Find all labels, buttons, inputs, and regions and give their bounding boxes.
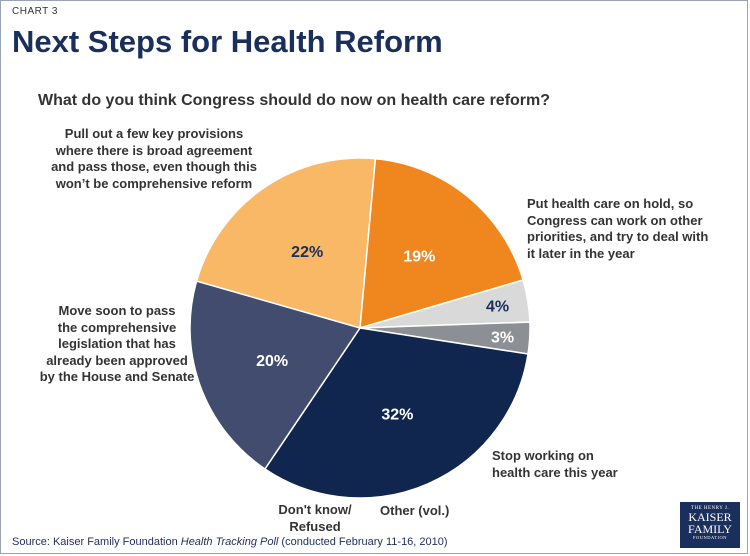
pie-value-move-soon: 32%	[381, 407, 413, 424]
label-other: Other (vol.)	[380, 503, 450, 518]
page-title: Next Steps for Health Reform	[12, 24, 443, 59]
source-note: Source: Kaiser Family Foundation Health …	[12, 536, 448, 548]
label-move-soon: Move soon to pass the comprehensive legis…	[39, 303, 195, 384]
label-stop: Stop working on health care this year	[492, 448, 618, 480]
label-hold: Put health care on hold, so Congress can …	[527, 196, 709, 261]
kff-logo: THE HENRY J. KAISER FAMILY FOUNDATION	[680, 502, 740, 548]
pie-value-other: 4%	[486, 299, 509, 316]
pie-slice-move-soon	[263, 327, 529, 499]
pie-slice-hold	[195, 157, 377, 329]
pie-slice-pull-out	[189, 280, 362, 470]
pie-slice-stop-working	[359, 157, 525, 330]
label-dont-know: Don't know/Refused	[278, 502, 352, 534]
chart-question: What do you think Congress should do now…	[38, 92, 551, 109]
pie-value-stop-working: 19%	[403, 249, 435, 266]
pie-value-pull-out: 20%	[256, 353, 288, 370]
chart-number: CHART 3	[12, 6, 58, 17]
label-pull-out: Pull out a few key provisions where there…	[51, 126, 257, 191]
pie-value-hold: 22%	[291, 244, 323, 261]
pie-value-dont-know: 3%	[491, 330, 514, 347]
